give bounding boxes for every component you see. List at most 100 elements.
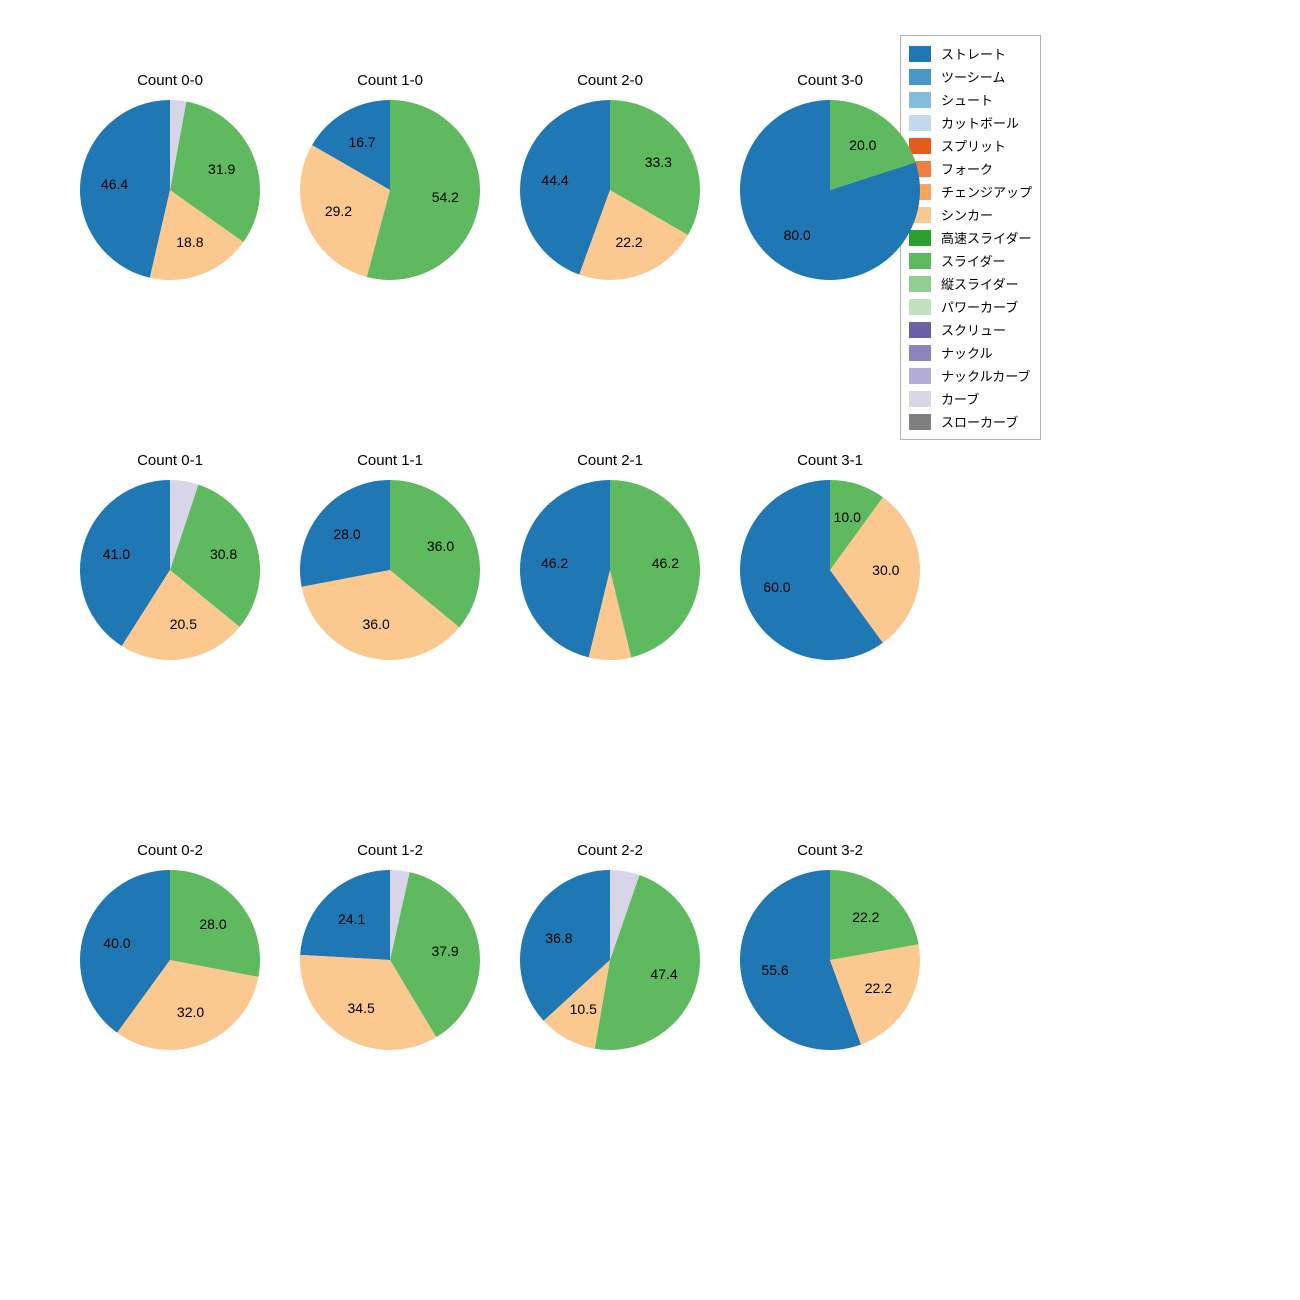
pie-slice-label: 10.5 (570, 1001, 597, 1017)
chart-title: Count 3-2 (740, 842, 920, 859)
legend-label: カットボール (941, 113, 1019, 132)
pie-slice-label: 30.0 (872, 562, 899, 578)
chart-title: Count 1-1 (300, 452, 480, 469)
chart-title: Count 0-2 (80, 842, 260, 859)
pie-chart: Count 3-080.020.0 (740, 100, 920, 280)
pie-slice-label: 22.2 (852, 909, 879, 925)
legend-item: カットボール (909, 111, 1032, 134)
pie-slice-label: 29.2 (325, 203, 352, 219)
legend-label: ツーシーム (941, 67, 1005, 86)
chart-title: Count 2-1 (520, 452, 700, 469)
chart-title: Count 0-1 (80, 452, 260, 469)
pie-chart: Count 1-016.729.254.2 (300, 100, 480, 280)
legend-item: パワーカーブ (909, 295, 1032, 318)
legend-item: スライダー (909, 249, 1032, 272)
pie-chart: Count 1-128.036.036.0 (300, 480, 480, 660)
pie-slice-label: 33.3 (645, 154, 672, 170)
legend: ストレートツーシームシュートカットボールスプリットフォークチェンジアップシンカー… (900, 35, 1041, 440)
chart-title: Count 3-1 (740, 452, 920, 469)
legend-label: 縦スライダー (941, 274, 1018, 293)
pie-svg (740, 100, 920, 280)
pie-chart: Count 3-160.030.010.0 (740, 480, 920, 660)
legend-item: ナックルカーブ (909, 364, 1032, 387)
legend-item: 高速スライダー (909, 226, 1032, 249)
chart-title: Count 1-2 (300, 842, 480, 859)
pie-slice-label: 31.9 (208, 161, 235, 177)
pie-slice-label: 37.9 (431, 943, 458, 959)
legend-label: パワーカーブ (941, 297, 1018, 316)
legend-swatch (909, 345, 931, 361)
pie-slice-label: 60.0 (763, 579, 790, 595)
legend-item: シュート (909, 88, 1032, 111)
pie-slice-label: 80.0 (784, 227, 811, 243)
legend-item: シンカー (909, 203, 1032, 226)
chart-title: Count 2-2 (520, 842, 700, 859)
legend-label: シンカー (941, 205, 993, 224)
legend-label: シュート (941, 90, 993, 109)
pie-slice-label: 22.2 (615, 234, 642, 250)
legend-label: スローカーブ (941, 412, 1018, 431)
pie-slice-label: 20.5 (170, 616, 197, 632)
pie-svg (300, 870, 480, 1050)
pie-svg (300, 480, 480, 660)
pie-slice-label: 34.5 (348, 1000, 375, 1016)
pie-chart: Count 0-240.032.028.0 (80, 870, 260, 1050)
legend-item: カーブ (909, 387, 1032, 410)
pie-chart: Count 2-146.246.2 (520, 480, 700, 660)
legend-label: スクリュー (941, 320, 1006, 339)
pie-svg (740, 870, 920, 1050)
pie-svg (520, 100, 700, 280)
legend-label: チェンジアップ (941, 182, 1032, 201)
legend-item: チェンジアップ (909, 180, 1032, 203)
pie-slice-label: 40.0 (103, 935, 130, 951)
legend-item: フォーク (909, 157, 1032, 180)
legend-swatch (909, 391, 931, 407)
pie-slice-label: 28.0 (199, 916, 226, 932)
legend-item: 縦スライダー (909, 272, 1032, 295)
pie-slice-label: 36.8 (545, 930, 572, 946)
pie-slice-label: 30.8 (210, 546, 237, 562)
chart-title: Count 1-0 (300, 72, 480, 89)
legend-item: ナックル (909, 341, 1032, 364)
legend-swatch (909, 414, 931, 430)
pie-slice-label: 36.0 (362, 616, 389, 632)
legend-item: スローカーブ (909, 410, 1032, 433)
legend-item: スクリュー (909, 318, 1032, 341)
legend-label: フォーク (941, 159, 993, 178)
pie-slice-label: 24.1 (338, 911, 365, 927)
pie-slice-label: 10.0 (834, 509, 861, 525)
pie-chart: Count 3-255.622.222.2 (740, 870, 920, 1050)
legend-label: スライダー (941, 251, 1005, 270)
pie-slice-label: 54.2 (432, 189, 459, 205)
pie-chart: Count 0-046.418.831.9 (80, 100, 260, 280)
pie-slice-label: 41.0 (103, 546, 130, 562)
legend-label: ナックルカーブ (941, 366, 1030, 385)
pie-slice-label: 36.0 (427, 538, 454, 554)
legend-label: ストレート (941, 44, 1006, 63)
legend-label: カーブ (941, 389, 979, 408)
legend-swatch (909, 299, 931, 315)
pie-slice-label: 44.4 (541, 172, 568, 188)
legend-item: スプリット (909, 134, 1032, 157)
pie-slice-label: 16.7 (348, 134, 375, 150)
chart-title: Count 3-0 (740, 72, 920, 89)
pie-slice-label: 28.0 (333, 526, 360, 542)
legend-item: ストレート (909, 42, 1032, 65)
legend-label: スプリット (941, 136, 1006, 155)
pie-chart: Count 0-141.020.530.8 (80, 480, 260, 660)
pie-slice-label: 46.4 (101, 176, 128, 192)
pie-chart: Count 2-236.810.547.4 (520, 870, 700, 1050)
pie-svg (80, 480, 260, 660)
pie-svg (80, 870, 260, 1050)
pie-slice-label: 46.2 (541, 555, 568, 571)
pie-chart: Count 2-044.422.233.3 (520, 100, 700, 280)
pie-slice-label: 47.4 (650, 966, 677, 982)
pie-slice-label: 20.0 (849, 137, 876, 153)
legend-swatch (909, 368, 931, 384)
chart-title: Count 0-0 (80, 72, 260, 89)
legend-label: 高速スライダー (941, 228, 1031, 247)
pie-chart: Count 1-224.134.537.9 (300, 870, 480, 1050)
pie-slice-label: 32.0 (177, 1004, 204, 1020)
pie-slice-label: 46.2 (652, 555, 679, 571)
pie-slice-label: 18.8 (176, 234, 203, 250)
